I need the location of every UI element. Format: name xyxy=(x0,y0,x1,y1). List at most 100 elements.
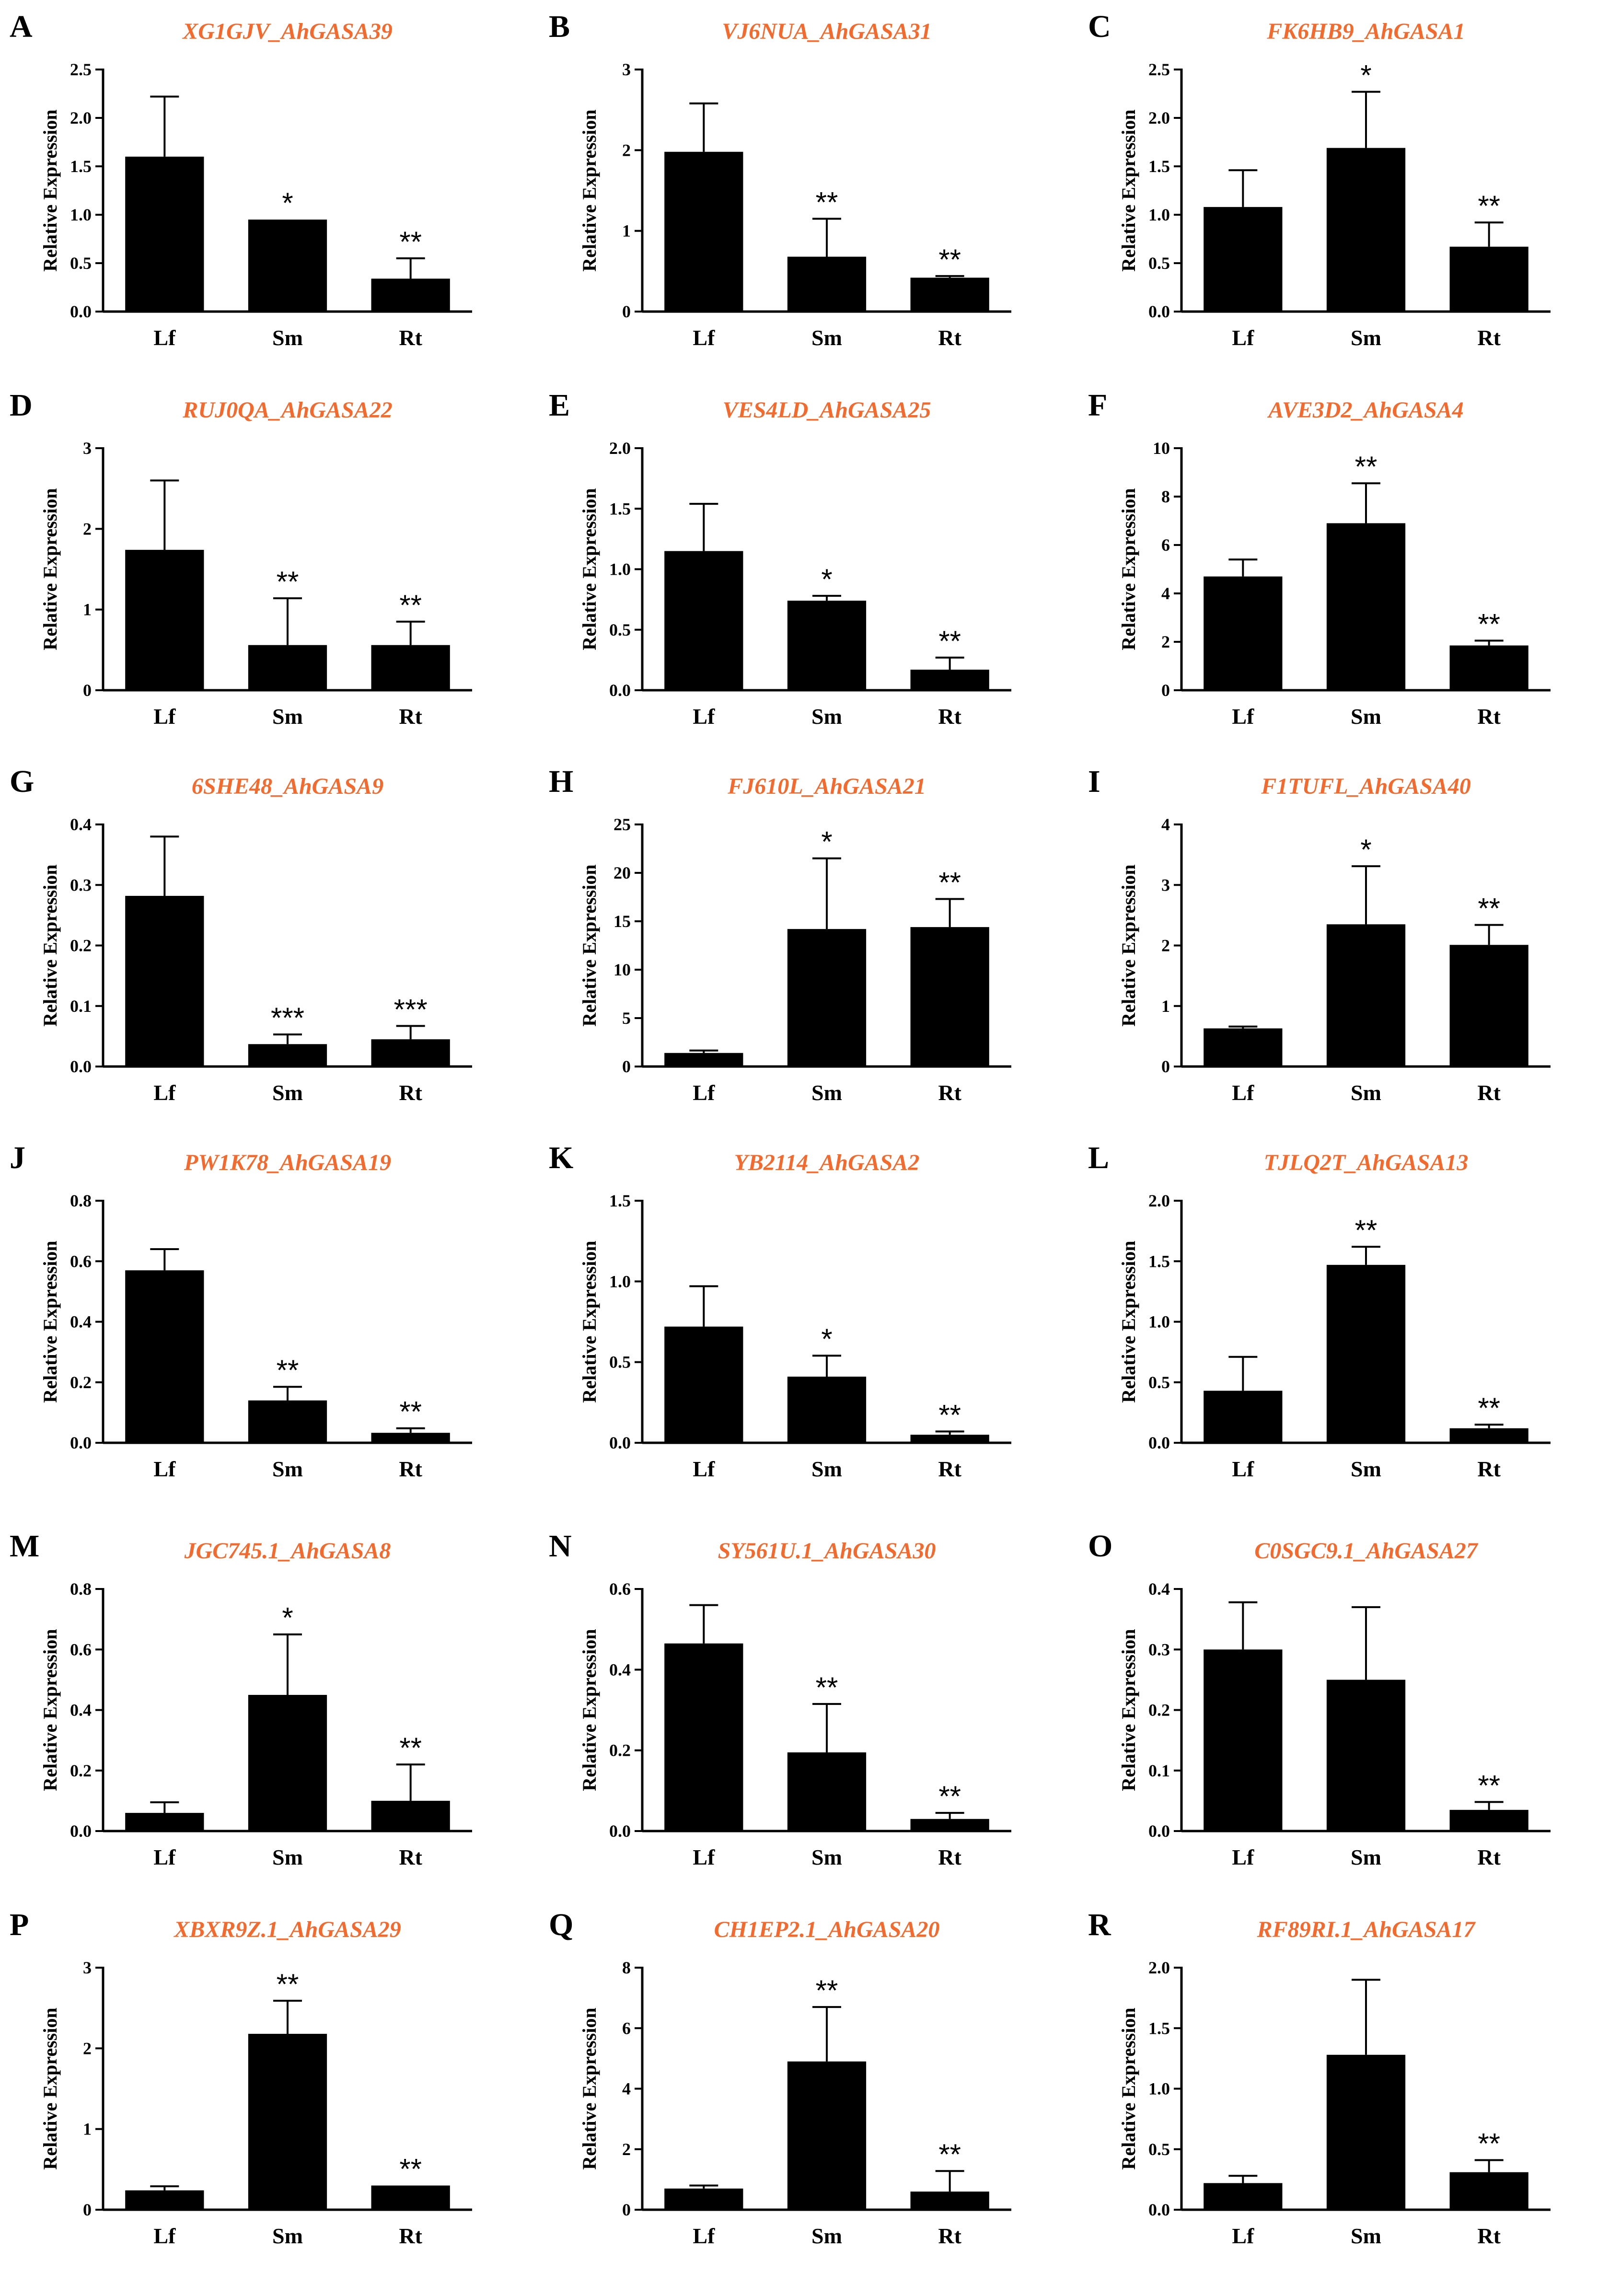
bar-rt xyxy=(1449,1809,1528,1831)
panel-letter: G xyxy=(10,764,35,799)
chart-panel-l: L TJLQ2T_AhGASA13 0.0 0.5 1.0 1.5 2.0 Relative … xyxy=(1078,1131,1596,1505)
significance-marker: ** xyxy=(938,1399,961,1431)
bar-lf xyxy=(664,1326,743,1443)
y-tick-label: 2.0 xyxy=(609,439,631,458)
x-category-label: Lf xyxy=(1232,325,1254,350)
bar-chart-svg: 0.0 0.5 1.0 1.5 2.0 2.5 Relative Expression Lf *… xyxy=(39,60,472,350)
y-tick-label: 1.0 xyxy=(70,205,92,224)
y-tick-label: 4 xyxy=(622,2079,631,2099)
chart-panel-c: C FK6HB9_AhGASA1 0.0 0.5 1.0 1.5 2.0 2.5 Relativ… xyxy=(1078,0,1596,374)
bar-chart-svg: 0.0 0.2 0.4 0.6 0.8 Relative Expression Lf * Sm *… xyxy=(39,1579,472,1869)
y-tick-label: 0.1 xyxy=(70,997,92,1016)
bar-rt xyxy=(1449,246,1528,312)
y-tick-label: 1.0 xyxy=(1148,1312,1170,1332)
chart-panel-i: I F1TUFL_AhGASA40 0 1 2 3 4 Relative Expression… xyxy=(1078,755,1596,1129)
x-category-label: Sm xyxy=(272,1845,303,1869)
panel-letter: P xyxy=(10,1907,29,1942)
bar-lf xyxy=(664,551,743,690)
y-tick-label: 25 xyxy=(614,815,631,834)
bar-sm xyxy=(248,2034,327,2210)
bar-lf xyxy=(125,2190,204,2210)
bar-sm xyxy=(1326,2054,1406,2210)
y-tick-label: 0.4 xyxy=(70,1312,92,1332)
y-tick-label: 0 xyxy=(83,681,92,700)
x-category-label: Rt xyxy=(938,2224,961,2248)
bar-chart-svg: 0.0 0.1 0.2 0.3 0.4 Relative Expression Lf *** S… xyxy=(39,815,472,1105)
x-category-label: Sm xyxy=(811,325,842,350)
y-tick-label: 1.0 xyxy=(609,560,631,579)
y-tick-label: 0.0 xyxy=(1148,2200,1170,2219)
chart-panel-h: H FJ610L_AhGASA21 0 5 10 15 20 25 Relative Expre… xyxy=(539,755,1057,1129)
chart-title: PW1K78_AhGASA19 xyxy=(184,1150,392,1175)
y-tick-label: 0.5 xyxy=(1148,1373,1170,1392)
y-tick-label: 0.5 xyxy=(609,1353,631,1372)
y-tick-label: 3 xyxy=(1161,875,1170,894)
y-tick-label: 0.0 xyxy=(70,302,92,321)
x-category-label: Lf xyxy=(693,1845,715,1869)
y-tick-label: 0.6 xyxy=(609,1579,631,1599)
chart-panel-d: D RUJ0QA_AhGASA22 0 1 2 3 Relative Expression L… xyxy=(0,379,518,753)
chart-panel-r: R RF89RI.1_AhGASA17 0.0 0.5 1.0 1.5 2.0 Relativ… xyxy=(1078,1898,1596,2272)
x-category-label: Rt xyxy=(1477,1845,1501,1869)
chart-title: 6SHE48_AhGASA9 xyxy=(191,774,384,799)
significance-marker: ** xyxy=(399,2153,422,2185)
y-tick-label: 0.4 xyxy=(1148,1579,1170,1599)
bar-lf xyxy=(125,1270,204,1443)
x-category-label: Lf xyxy=(693,2224,715,2248)
y-tick-label: 0.5 xyxy=(70,254,92,273)
x-category-label: Lf xyxy=(153,1845,176,1869)
y-axis-label: Relative Expression xyxy=(39,1241,61,1403)
panel-letter: C xyxy=(1088,9,1111,44)
bar-sm xyxy=(248,1044,327,1067)
significance-marker: *** xyxy=(271,1002,304,1034)
y-tick-label: 2 xyxy=(622,140,631,160)
y-tick-label: 0.0 xyxy=(1148,1821,1170,1841)
panel-letter: O xyxy=(1088,1529,1113,1564)
x-category-label: Lf xyxy=(693,1457,715,1481)
significance-marker: ** xyxy=(399,1396,422,1428)
y-tick-label: 0.0 xyxy=(609,681,631,700)
x-category-label: Sm xyxy=(272,2224,303,2248)
x-category-label: Sm xyxy=(272,704,303,729)
bar-chart-svg: 0.0 0.5 1.0 1.5 2.0 Relative Expression Lf Sm **… xyxy=(1118,1958,1551,2248)
x-category-label: Sm xyxy=(1351,1845,1381,1869)
bar-sm xyxy=(1326,523,1406,690)
bar-chart-svg: 0 1 2 3 4 Relative Expression Lf * Sm ** Rt xyxy=(1118,815,1551,1105)
bar-chart-svg: 0.0 0.5 1.0 1.5 Relative Expression Lf * Sm ** Rt xyxy=(579,1191,1011,1481)
y-tick-label: 1 xyxy=(83,2120,92,2139)
y-axis-label: Relative Expression xyxy=(1118,864,1139,1026)
significance-marker: *** xyxy=(394,993,428,1025)
y-tick-label: 2.0 xyxy=(1148,1191,1170,1210)
x-category-label: Sm xyxy=(811,704,842,729)
y-tick-label: 0 xyxy=(1161,1057,1170,1076)
y-tick-label: 0.5 xyxy=(1148,254,1170,273)
significance-marker: * xyxy=(282,187,293,219)
bar-rt xyxy=(910,670,989,690)
y-axis-label: Relative Expression xyxy=(579,1241,600,1403)
y-tick-label: 0.5 xyxy=(609,620,631,639)
significance-marker: * xyxy=(282,1602,293,1634)
chart-title: TJLQ2T_AhGASA13 xyxy=(1263,1150,1469,1175)
bar-sm xyxy=(248,1400,327,1443)
y-tick-label: 1.0 xyxy=(1148,2079,1170,2099)
bar-lf xyxy=(1204,576,1283,690)
x-category-label: Sm xyxy=(1351,2224,1381,2248)
chart-panel-p: P XBXR9Z.1_AhGASA29 0 1 2 3 Relative Expressio… xyxy=(0,1898,518,2272)
significance-marker: * xyxy=(821,1323,832,1355)
x-category-label: Sm xyxy=(272,1457,303,1481)
significance-marker: ** xyxy=(399,226,422,258)
y-tick-label: 1.5 xyxy=(609,1191,631,1210)
y-tick-label: 0 xyxy=(1161,681,1170,700)
x-category-label: Sm xyxy=(272,325,303,350)
bar-sm xyxy=(787,1376,867,1443)
bar-lf xyxy=(125,1813,204,1831)
x-category-label: Rt xyxy=(938,325,961,350)
chart-title: FK6HB9_AhGASA1 xyxy=(1267,19,1465,44)
panel-letter: N xyxy=(549,1529,572,1564)
bar-rt xyxy=(910,927,989,1067)
bar-sm xyxy=(787,929,867,1067)
bar-sm xyxy=(248,220,327,312)
bar-chart-svg: 0.0 0.2 0.4 0.6 Relative Expression Lf ** Sm ** R… xyxy=(579,1579,1011,1869)
panel-letter: B xyxy=(549,9,570,44)
chart-title: SY561U.1_AhGASA30 xyxy=(718,1538,936,1564)
